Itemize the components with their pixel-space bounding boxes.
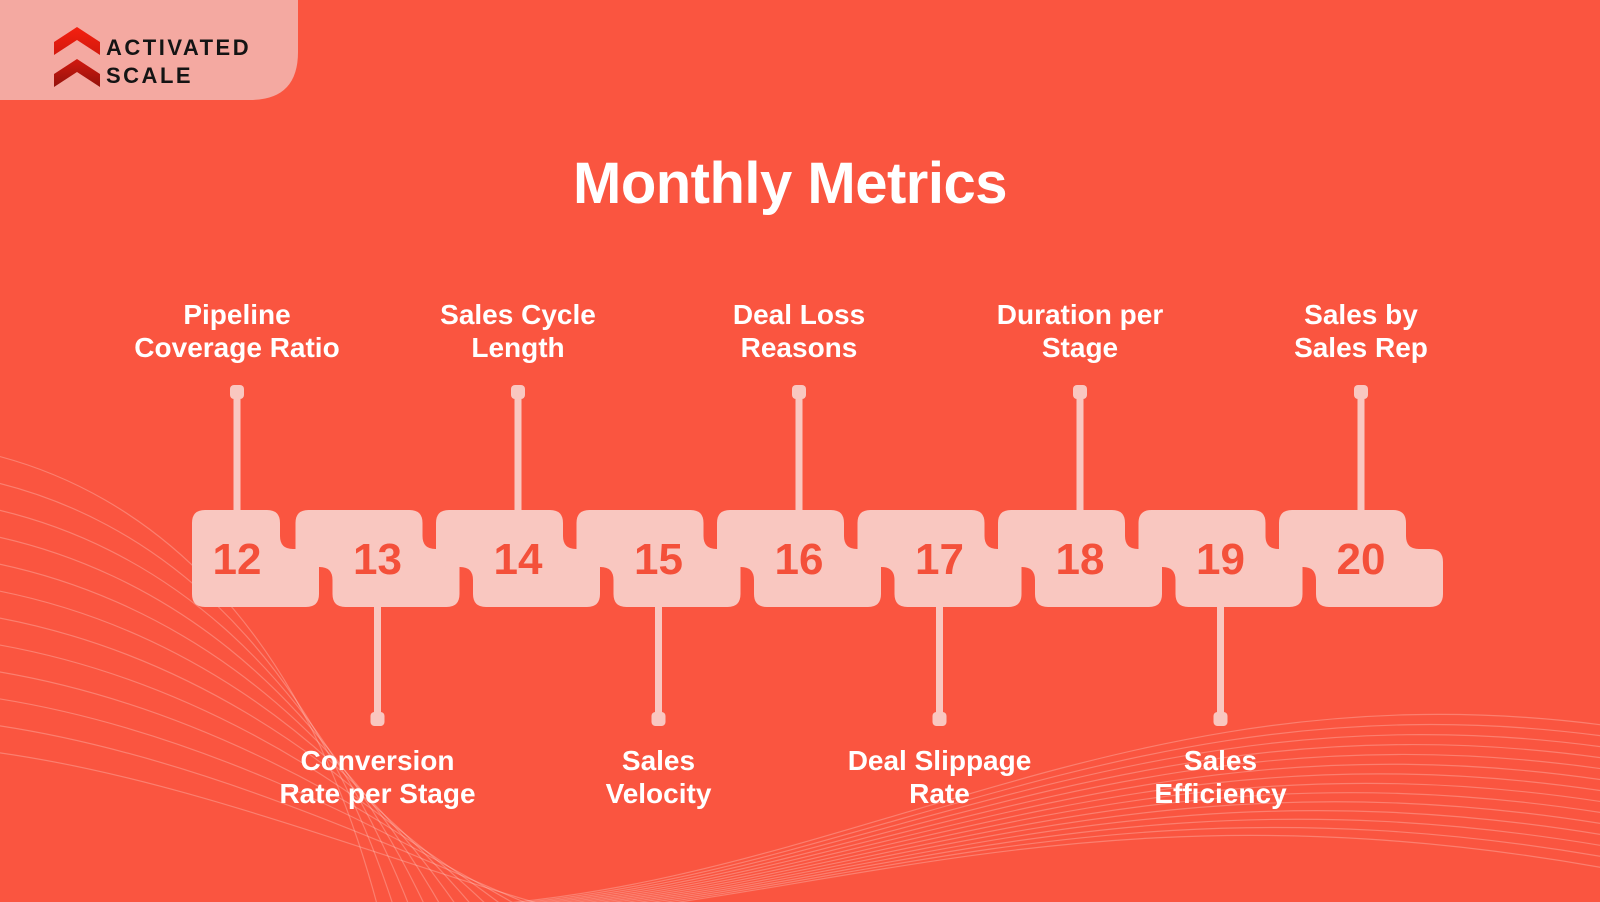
chevron-up-icon	[54, 27, 100, 55]
logo-text-line2: SCALE	[106, 63, 193, 88]
connector-cap	[1073, 385, 1087, 399]
connector-cap	[1354, 385, 1368, 399]
step-number: 17	[915, 535, 964, 584]
connector-line	[1076, 391, 1084, 512]
connector-cap	[511, 385, 525, 399]
wave-line	[522, 723, 1600, 902]
arc-line	[0, 698, 513, 902]
arc-line	[0, 725, 526, 902]
arc-line	[0, 671, 499, 902]
arc-line	[0, 644, 485, 902]
step-label-line: Reasons	[741, 332, 858, 363]
wave-line	[648, 818, 1600, 902]
wave-line	[584, 773, 1600, 902]
step-label-line: Pipeline	[183, 299, 290, 330]
wave-line	[622, 801, 1600, 902]
arc-line	[0, 590, 455, 902]
step-label-line: Coverage Ratio	[134, 332, 339, 363]
wave-line	[597, 782, 1600, 902]
step-label-line: Length	[471, 332, 564, 363]
step-number: 16	[775, 535, 824, 584]
step-number: 18	[1056, 535, 1105, 584]
step-label-line: Sales	[1184, 745, 1257, 776]
step-label-line: Rate	[909, 778, 970, 809]
step-label-line: Conversion	[300, 745, 454, 776]
connector-line	[374, 605, 381, 715]
connector-line	[1357, 391, 1365, 512]
logo-plate	[0, 0, 298, 100]
wave-line	[662, 826, 1600, 902]
arc-line	[0, 617, 470, 902]
chevron-up-icon	[54, 59, 100, 87]
arc-line	[0, 509, 409, 902]
connector-cap	[370, 712, 385, 726]
step-number: 15	[634, 535, 683, 584]
step-label-line: Deal Slippage	[848, 745, 1032, 776]
connector-line	[1217, 605, 1224, 715]
arc-line	[0, 752, 536, 902]
step-label-line: Stage	[1042, 332, 1118, 363]
logo: ACTIVATED SCALE	[0, 0, 298, 100]
step-number: 13	[353, 535, 402, 584]
connector-line	[936, 605, 943, 715]
wave-pattern	[510, 713, 1600, 902]
connector-cap	[230, 385, 244, 399]
timeline-piece	[998, 510, 1162, 607]
timeline-piece	[1279, 510, 1443, 607]
connector-cap	[932, 712, 947, 726]
timeline-piece	[436, 510, 600, 607]
wave-line	[675, 834, 1600, 902]
connector-line	[233, 391, 241, 512]
step-label-line: Duration per	[997, 299, 1164, 330]
wave-line	[510, 713, 1600, 902]
wave-line	[572, 763, 1600, 902]
wave-line	[559, 753, 1600, 902]
arc-line	[0, 536, 424, 902]
connector-line	[795, 391, 803, 512]
step-label-line: Efficiency	[1154, 778, 1287, 809]
timeline-piece	[1138, 510, 1303, 607]
wave-line	[547, 743, 1600, 902]
timeline-piece	[717, 510, 881, 607]
wave-line	[610, 792, 1600, 902]
step-label-line: Velocity	[606, 778, 712, 809]
wave-line	[535, 733, 1600, 902]
step-label-line: Rate per Stage	[279, 778, 475, 809]
page-title: Monthly Metrics	[573, 151, 1007, 216]
step-label-line: Sales Cycle	[440, 299, 596, 330]
step-label-line: Sales	[622, 745, 695, 776]
step-number: 12	[213, 535, 262, 584]
step-number: 19	[1196, 535, 1245, 584]
timeline-piece	[192, 510, 319, 607]
timeline-piece	[295, 510, 460, 607]
connector-line	[655, 605, 662, 715]
arc-line	[0, 563, 440, 902]
timeline-piece	[576, 510, 741, 607]
wave-line	[635, 810, 1600, 902]
connector-cap	[651, 712, 666, 726]
connector-line	[514, 391, 522, 512]
step-label-line: Deal Loss	[733, 299, 865, 330]
connector-cap	[792, 385, 806, 399]
step-label-line: Sales Rep	[1294, 332, 1428, 363]
step-number: 14	[494, 535, 543, 584]
logo-text-line1: ACTIVATED	[106, 35, 251, 60]
step-number: 20	[1337, 535, 1386, 584]
step-label-line: Sales by	[1304, 299, 1418, 330]
connector-cap	[1213, 712, 1228, 726]
timeline-piece	[857, 510, 1022, 607]
